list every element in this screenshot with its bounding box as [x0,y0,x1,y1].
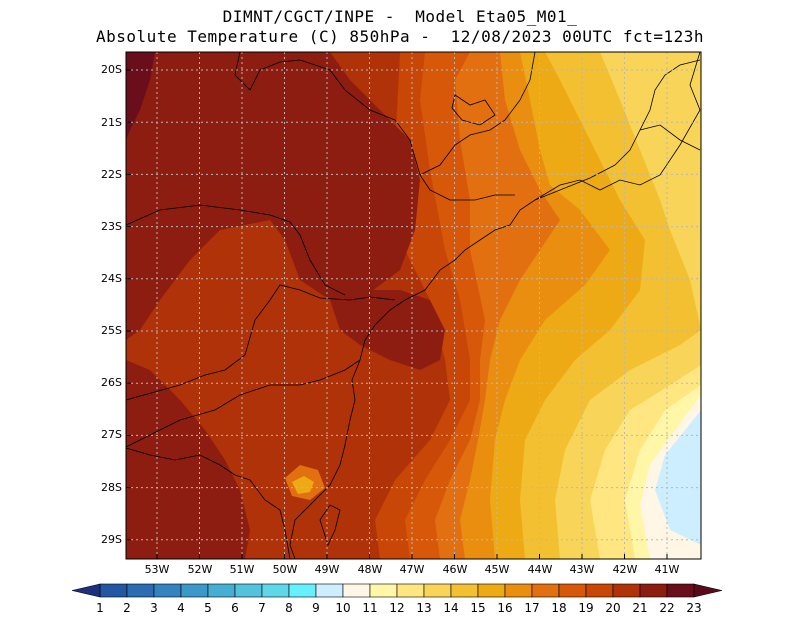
lake-outline [451,94,496,126]
border-line-c [126,204,346,296]
lon-label-43w: 43W [569,563,595,576]
lon-label-49w: 49W [314,563,340,576]
colorbar-swatch [477,583,506,598]
colorbar-swatch [180,583,209,598]
colorbar-swatch [396,583,425,598]
colorbar-label: 14 [443,601,459,615]
colorbar-swatch [369,583,398,598]
colorbar-swatch [450,583,479,598]
lat-label-27s: 27S [101,428,122,441]
lon-label-45w: 45W [484,563,510,576]
border-line-a [126,284,396,401]
colorbar-label: 4 [177,601,185,615]
lon-label-51w: 51W [229,563,255,576]
colorbar-label: 18 [551,601,567,615]
colorbar-swatch [639,583,668,598]
colorbar-label: 13 [416,601,432,615]
temperature-field [126,52,701,559]
lat-label-24s: 24S [101,272,122,285]
border-line-g [639,124,701,151]
lon-label-50w: 50W [272,563,298,576]
field-band-22-east [330,290,445,370]
colorbar-label: 16 [497,601,513,615]
lagoon-outline [319,504,341,547]
lat-label-28s: 28S [101,481,122,494]
colorbar-swatch [288,583,317,598]
colorbar-label: 20 [605,601,621,615]
colorbar-label: 8 [285,601,293,615]
lat-label-22s: 22S [101,168,122,181]
colorbar-swatch [585,583,614,598]
colorbar-swatch [234,583,263,598]
colorbar-swatch [126,583,155,598]
colorbar-swatch [261,583,290,598]
border-line-b [126,359,361,448]
colorbar-low-arrow [71,583,101,598]
colorbar-swatch [423,583,452,598]
lon-label-48w: 48W [357,563,383,576]
colorbar-swatch [531,583,560,598]
colorbar-swatch [612,583,641,598]
lon-label-47w: 47W [399,563,425,576]
colorbar-label: 6 [231,601,239,615]
colorbar-high-arrow [693,583,723,598]
field-warm-spot-16 [292,476,314,494]
colorbar-label: 11 [362,601,378,615]
lat-label-29s: 29S [101,533,122,546]
lon-label-41w: 41W [654,563,680,576]
colorbar-label: 5 [204,601,212,615]
lat-label-23s: 23S [101,220,122,233]
colorbar-label: 12 [389,601,405,615]
lon-label-44w: 44W [527,563,553,576]
lat-label-25s: 25S [101,324,122,337]
colorbar-swatch [153,583,182,598]
colorbar-label: 3 [150,601,158,615]
colorbar-swatch [666,583,695,598]
colorbar-label: 19 [578,601,594,615]
border-line-d [234,52,515,201]
colorbar-label: 21 [632,601,648,615]
map-title-line-2: Absolute Temperature (C) 850hPa - 12/08/… [96,27,704,46]
colorbar-label: 9 [312,601,320,615]
lon-label-46w: 46W [442,563,468,576]
field-band-22-south [126,360,250,559]
colorbar-swatch [342,583,371,598]
border-line-h [126,447,291,559]
colorbar-swatch [315,583,344,598]
lat-label-26s: 26S [101,376,122,389]
border-line-e [419,52,536,176]
colorbar-label: 22 [659,601,675,615]
colorbar-label: 7 [258,601,266,615]
lon-label-42w: 42W [612,563,638,576]
plot-frame [125,51,702,560]
field-band-23 [126,52,155,140]
colorbar-swatch [504,583,533,598]
graticule [126,52,701,559]
map-title-line-1: DIMNT/CGCT/INPE - Model Eta05_M01_ [222,7,578,26]
colorbar-label: 15 [470,601,486,615]
lat-label-20s: 20S [101,63,122,76]
lat-label-21s: 21S [101,116,122,129]
coastline [289,52,701,559]
field-band-10 [655,410,701,545]
colorbar-label: 2 [123,601,131,615]
colorbar-swatch [558,583,587,598]
colorbar [71,583,723,598]
colorbar-swatch [99,583,128,598]
colorbar-label: 10 [335,601,351,615]
lon-label-52w: 52W [187,563,213,576]
colorbar-swatch [207,583,236,598]
colorbar-label: 1 [96,601,104,615]
lon-label-53w: 53W [144,563,170,576]
borders-and-coastline [126,52,701,559]
colorbar-label: 17 [524,601,540,615]
colorbar-label: 23 [686,601,702,615]
